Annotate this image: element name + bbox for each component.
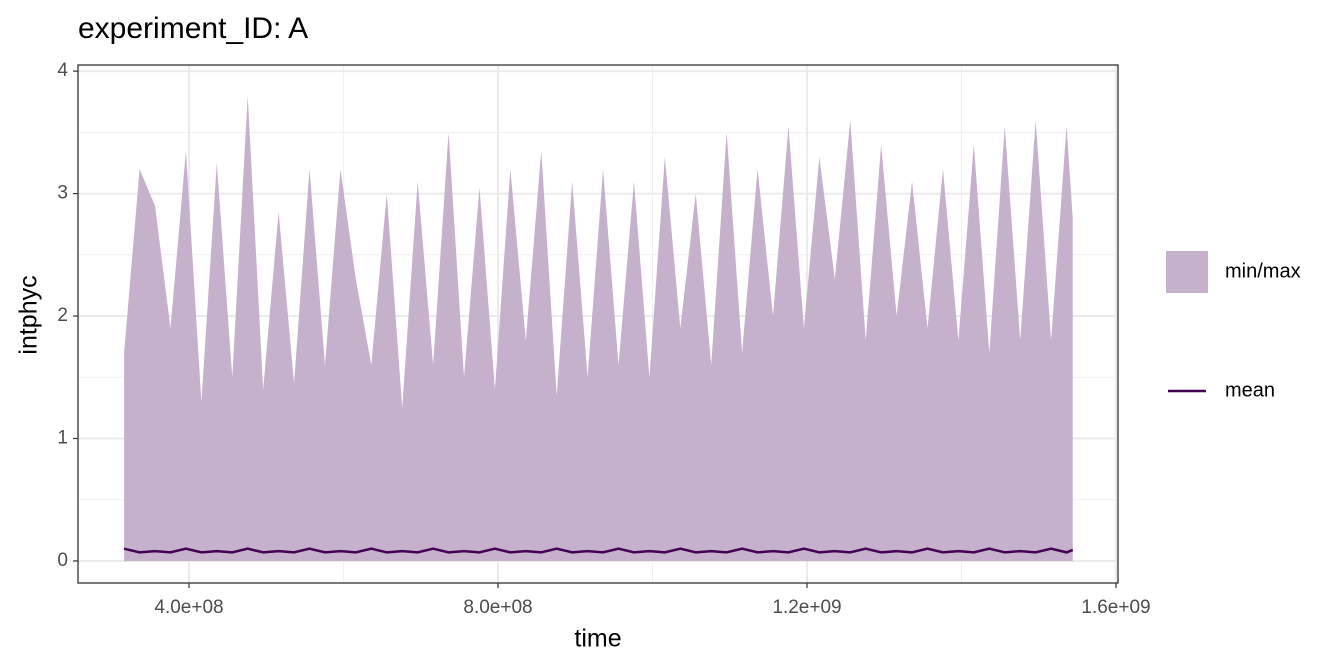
y-tick-label: 2	[57, 305, 68, 326]
x-tick-label: 8.0e+08	[463, 597, 532, 618]
ribbon	[124, 95, 1073, 561]
plot-area	[78, 65, 1118, 583]
x-axis-label: time	[574, 625, 621, 653]
panel-border	[77, 64, 1119, 584]
legend-label: mean	[1225, 379, 1275, 401]
legend-swatch	[1166, 251, 1208, 293]
x-tick-label: 1.2e+09	[772, 597, 841, 618]
x-tick-label: 4.0e+08	[154, 597, 223, 618]
y-tick-label: 1	[57, 428, 68, 449]
y-tick-label: 4	[57, 60, 68, 81]
x-tick-label: 1.6e+09	[1081, 597, 1150, 618]
line	[123, 547, 1074, 554]
y-axis-label: intphyc	[15, 275, 43, 354]
legend-label: min/max	[1225, 260, 1301, 282]
y-tick-label: 3	[57, 183, 68, 204]
chart-title: experiment_ID: A	[78, 12, 308, 45]
y-tick-label: 0	[57, 550, 68, 571]
